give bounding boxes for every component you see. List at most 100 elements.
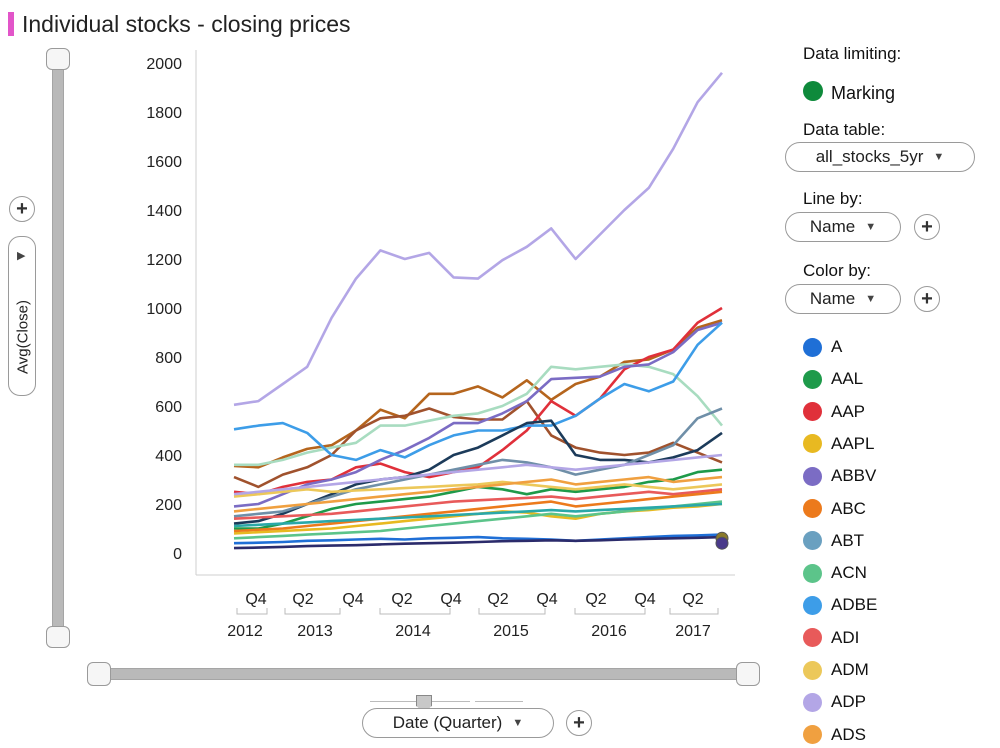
data-table-dropdown[interactable]: all_stocks_5yr ▼ bbox=[785, 142, 975, 172]
year-bracket bbox=[236, 608, 268, 615]
chevron-down-icon: ▼ bbox=[865, 221, 877, 233]
legend-item-aapl[interactable]: AAPL bbox=[803, 433, 874, 455]
legend-label: ADM bbox=[831, 660, 869, 679]
x-year-tick-label: 2016 bbox=[591, 623, 627, 640]
series-line-adm-mid bbox=[233, 480, 723, 498]
series-line-abc-orange bbox=[233, 490, 723, 533]
line-by-value: Name bbox=[809, 217, 856, 236]
legend-item-abt[interactable]: ABT bbox=[803, 530, 864, 552]
series-line-ads-orange bbox=[233, 475, 723, 513]
legend-label: ADS bbox=[831, 724, 866, 744]
x-year-tick-label: 2015 bbox=[493, 623, 529, 640]
title-text: Individual stocks - closing prices bbox=[22, 10, 351, 37]
legend-label: ACN bbox=[831, 563, 867, 583]
x-quarter-tick-label: Q2 bbox=[585, 591, 606, 608]
x-axis-selector[interactable]: Date (Quarter) ▼ bbox=[362, 708, 554, 738]
series-line-abbv-mid bbox=[233, 321, 723, 508]
x-quarter-tick-label: Q2 bbox=[292, 591, 313, 608]
legend-item-abbv[interactable]: ABBV bbox=[803, 465, 876, 487]
x-range-slider-left-handle[interactable] bbox=[87, 662, 111, 686]
legend-label: ADI bbox=[831, 627, 860, 647]
chevron-down-icon: ▼ bbox=[865, 293, 877, 305]
legend-color-dot bbox=[803, 563, 822, 583]
legend-item-aal[interactable]: AAL bbox=[803, 368, 863, 390]
x-quarter-tick-label: Q4 bbox=[440, 591, 461, 608]
title-accent-bar bbox=[8, 12, 14, 36]
x-quarter-tick-label: Q4 bbox=[536, 591, 557, 608]
legend-item-acn[interactable]: ACN bbox=[803, 562, 867, 584]
legend-label: ADP bbox=[831, 692, 866, 712]
x-quarter-tick-label: Q2 bbox=[391, 591, 412, 608]
legend-color-dot bbox=[803, 531, 822, 551]
series-line-adp-high bbox=[233, 71, 724, 407]
series-line-adp-purple-low bbox=[233, 453, 723, 496]
color-by-value: Name bbox=[809, 289, 856, 308]
hierarchy-slider-track-right bbox=[475, 701, 523, 702]
x-year-tick-label: 2013 bbox=[297, 623, 333, 640]
y-tick-label: 1400 bbox=[146, 203, 182, 220]
chevron-down-icon: ▼ bbox=[512, 717, 524, 729]
y-tick-label: 1000 bbox=[146, 301, 182, 318]
x-range-slider-track[interactable] bbox=[100, 668, 750, 680]
legend-color-dot bbox=[803, 628, 822, 648]
series-line-abc-b bbox=[233, 399, 723, 489]
year-bracket bbox=[574, 608, 646, 615]
legend-color-dot bbox=[803, 337, 822, 357]
legend-item-adi[interactable]: ADI bbox=[803, 627, 859, 649]
series-line-abc-a bbox=[233, 319, 723, 469]
series-end-marker bbox=[715, 536, 729, 550]
y-range-slider-top-handle[interactable] bbox=[46, 48, 70, 70]
plus-icon: + bbox=[573, 712, 585, 734]
legend-item-a[interactable]: A bbox=[803, 336, 842, 358]
series-line-teal-low bbox=[233, 502, 723, 528]
legend-item-abc[interactable]: ABC bbox=[803, 498, 866, 520]
x-quarter-tick-label: Q4 bbox=[245, 591, 266, 608]
series-line-abt-mid bbox=[233, 407, 723, 518]
line-by-add-button[interactable]: + bbox=[914, 214, 940, 240]
x-axis-selector-label: Date (Quarter) bbox=[392, 713, 503, 732]
legend-label: A bbox=[831, 337, 843, 356]
legend-item-adbe[interactable]: ADBE bbox=[803, 594, 877, 616]
x-range-slider-right-handle[interactable] bbox=[736, 662, 760, 686]
y-tick-label: 2000 bbox=[146, 56, 182, 73]
color-by-dropdown[interactable]: Name ▼ bbox=[785, 284, 901, 314]
legend-label: AAPL bbox=[831, 433, 875, 453]
legend-color-dot bbox=[803, 725, 822, 745]
chart-axes bbox=[195, 50, 735, 576]
series-line-adi-red bbox=[233, 488, 723, 520]
year-bracket bbox=[669, 608, 719, 615]
legend-color-dot bbox=[803, 595, 822, 615]
series-line-a-blue bbox=[233, 533, 723, 545]
legend-color-dot bbox=[803, 466, 822, 486]
line-by-dropdown[interactable]: Name ▼ bbox=[785, 212, 901, 242]
year-bracket bbox=[478, 608, 546, 615]
marking-dot-icon bbox=[803, 81, 823, 101]
year-bracket bbox=[284, 608, 341, 615]
legend-color-dot bbox=[803, 692, 822, 712]
x-quarter-tick-label: Q2 bbox=[487, 591, 508, 608]
legend-item-aap[interactable]: AAP bbox=[803, 401, 865, 423]
legend-item-ads[interactable]: ADS bbox=[803, 724, 866, 746]
legend-label: AAP bbox=[831, 401, 866, 421]
legend-item-adm[interactable]: ADM bbox=[803, 659, 869, 681]
data-table-label: Data table: bbox=[803, 120, 886, 139]
x-axis-add-button[interactable]: + bbox=[566, 710, 592, 736]
y-range-slider-bottom-handle[interactable] bbox=[46, 626, 70, 648]
data-limiting-label: Data limiting: bbox=[803, 44, 902, 63]
y-tick-label: 1200 bbox=[146, 252, 182, 269]
marking-label: Marking bbox=[831, 83, 896, 103]
plus-icon: + bbox=[921, 216, 933, 238]
x-year-tick-label: 2014 bbox=[395, 623, 431, 640]
y-axis-selector[interactable]: ▶ Avg(Close) bbox=[8, 236, 36, 396]
y-axis-add-button[interactable]: + bbox=[9, 196, 35, 222]
legend-item-adp[interactable]: ADP bbox=[803, 691, 866, 713]
series-line-adbe-high bbox=[233, 321, 723, 462]
x-quarter-tick-label: Q2 bbox=[682, 591, 703, 608]
color-by-add-button[interactable]: + bbox=[914, 286, 940, 312]
plus-icon: + bbox=[16, 198, 28, 220]
y-tick-label: 400 bbox=[155, 448, 182, 465]
series-line-acn-green bbox=[233, 500, 723, 540]
chevron-down-icon: ▼ bbox=[933, 151, 945, 163]
y-tick-label: 1600 bbox=[146, 154, 182, 171]
